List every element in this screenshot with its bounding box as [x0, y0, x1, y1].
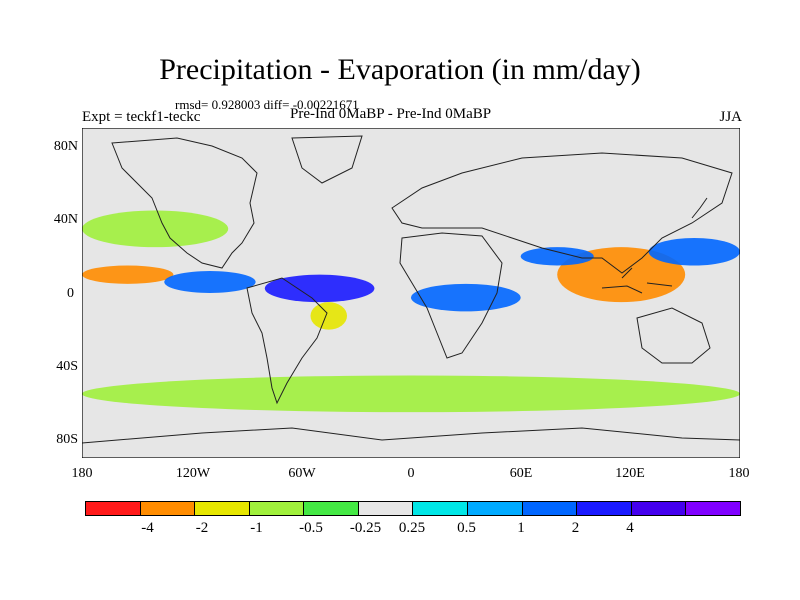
map-panel [82, 128, 740, 458]
field-region-2 [264, 274, 375, 303]
colorbar-box-11 [686, 502, 740, 515]
colorbar [85, 501, 741, 516]
colorbar-label-7: 1 [517, 520, 525, 536]
colorbar-label-4: -0.25 [349, 520, 382, 536]
field-layer [82, 210, 740, 413]
season-label: JJA [719, 109, 742, 125]
coastline-eurasia [391, 152, 733, 274]
field-region-1 [164, 271, 256, 293]
coastline-south-america [246, 277, 328, 405]
colorbar-box-0 [86, 502, 141, 515]
xtick-180-left: 180 [71, 466, 93, 481]
colorbar-box-1 [140, 502, 196, 515]
coastline-north-america [111, 137, 258, 269]
coastline-antarctica [82, 427, 740, 444]
coastline-indonesia [601, 267, 673, 294]
ytick-0: 0 [67, 286, 74, 301]
coastline-greenland [291, 135, 363, 184]
coastlines [82, 135, 740, 444]
colorbar-box-5 [358, 502, 414, 515]
xtick-180-right: 180 [728, 466, 750, 481]
comparison-label: Pre-Ind 0MaBP - Pre-Ind 0MaBP [290, 106, 492, 122]
colorbar-label-2: -1 [250, 520, 263, 536]
colorbar-label-0: -4 [141, 520, 154, 536]
experiment-label: Expt = teckf1-teckc [82, 109, 201, 125]
field-region-9 [82, 210, 229, 248]
field-region-7 [411, 283, 521, 312]
field-region-0 [82, 265, 174, 284]
world-map [82, 128, 740, 458]
field-region-8 [82, 375, 740, 413]
xtick-120e: 120E [615, 466, 645, 481]
colorbar-label-3: -0.5 [299, 520, 323, 536]
xtick-60e: 60E [509, 466, 533, 481]
coastline-japan [691, 197, 708, 219]
ytick-80n: 80N [53, 139, 78, 154]
colorbar-box-10 [631, 502, 687, 515]
colorbar-box-6 [413, 502, 469, 515]
colorbar-box-2 [195, 502, 250, 515]
colorbar-box-9 [577, 502, 632, 515]
ytick-80s: 80S [56, 432, 78, 447]
xtick-120w: 120W [175, 466, 211, 481]
xtick-0: 0 [407, 466, 415, 481]
colorbar-label-9: 4 [626, 520, 634, 536]
colorbar-label-6: 0.5 [457, 520, 476, 536]
xtick-60w: 60W [288, 466, 316, 481]
colorbar-label-5: 0.25 [398, 520, 426, 536]
coastline-africa [399, 232, 503, 359]
colorbar-box-7 [468, 502, 523, 515]
colorbar-box-4 [304, 502, 359, 515]
colorbar-label-1: -2 [195, 520, 209, 536]
field-region-3 [310, 302, 348, 330]
field-region-6 [648, 238, 740, 266]
colorbar-box-3 [249, 502, 305, 515]
chart-title: Precipitation - Evaporation (in mm/day) [159, 53, 641, 86]
field-region-4 [557, 247, 686, 303]
coastline-australia [636, 307, 711, 364]
field-region-5 [520, 247, 594, 266]
ytick-40s: 40S [56, 359, 78, 374]
ytick-40n: 40N [53, 212, 78, 227]
stats-line: rmsd= 0.928003 diff= -0.00221671 [175, 97, 359, 112]
colorbar-label-8: 2 [571, 520, 580, 536]
colorbar-box-8 [522, 502, 578, 515]
